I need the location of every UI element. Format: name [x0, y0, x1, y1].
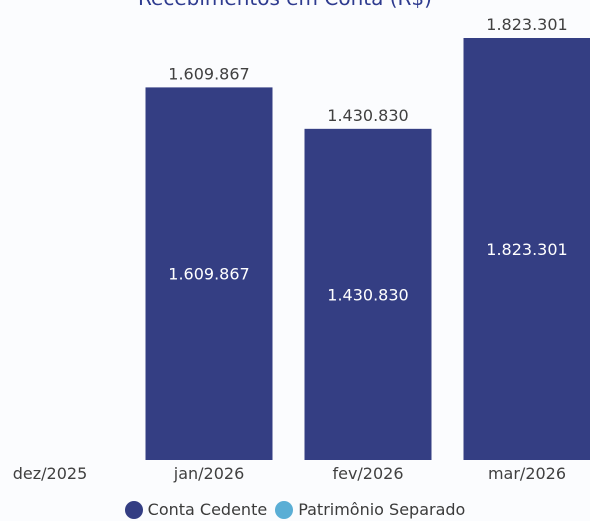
legend-label-conta-cedente: Conta Cedente: [147, 500, 268, 519]
legend-dot-patrimonio-separado-icon: [275, 500, 294, 519]
bar-total-label-2: 1.430.830: [327, 106, 408, 125]
bar-1: [145, 87, 273, 460]
bar-total-label-3: 1.823.301: [486, 15, 567, 34]
bar-inner-label-1: 1.609.867: [168, 265, 249, 284]
x-tick-label-2: fev/2026: [332, 464, 403, 483]
legend-dot-conta-cedente-icon: [124, 500, 143, 519]
bar-total-label-1: 1.609.867: [168, 64, 249, 83]
legend-item-conta-cedente[interactable]: Conta Cedente: [124, 500, 268, 519]
chart-legend: Conta Cedente Patrimônio Separado: [0, 500, 590, 519]
x-tick-label-3: mar/2026: [488, 464, 566, 483]
chart-title: Recebimentos em Conta (R$): [138, 0, 432, 10]
bar-3: [463, 38, 590, 460]
legend-item-patrimonio-separado[interactable]: Patrimônio Separado: [275, 500, 465, 519]
bar-inner-label-2: 1.430.830: [327, 285, 408, 304]
bars-group: dez/2025 1.609.867 1.609.867 jan/2026 1.430.…: [13, 15, 590, 483]
bar-inner-label-3: 1.823.301: [486, 240, 567, 259]
x-tick-label-0: dez/2025: [13, 464, 88, 483]
bar-2: [304, 128, 432, 460]
x-tick-label-1: jan/2026: [173, 464, 245, 483]
legend-label-patrimonio-separado: Patrimônio Separado: [298, 500, 466, 519]
